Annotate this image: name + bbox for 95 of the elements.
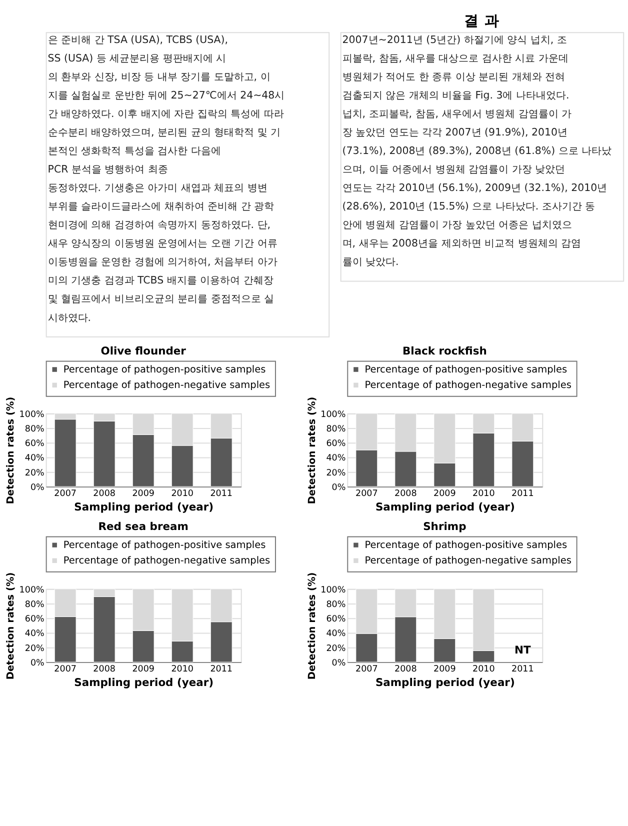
x-tick-label: 2011 (210, 488, 233, 499)
y-tick-label: 0% (30, 482, 44, 493)
y-tick-label: 80% (326, 424, 346, 434)
y-tick-label: 0% (332, 658, 346, 668)
y-tick-label: 60% (24, 439, 44, 450)
text: (28.6%), 2010년 (15.5%) 으로 나타났다. 조사기간 동 (342, 202, 596, 213)
text: 연도는 각각 2010년 (56.1%), 2009년 (32.1%), 2010년 (342, 183, 608, 194)
x-tick-label: 2009 (132, 488, 155, 499)
x-tick-label: 2007 (356, 664, 378, 674)
text: 2007년~2011년 (5년간) 하절기에 양식 넙치, 조 (342, 34, 567, 46)
y-axis-title: Detection rates (%) (5, 396, 16, 504)
x-tick-label: 2008 (93, 488, 116, 499)
y-tick-label: 40% (24, 629, 44, 640)
y-tick-label: 0% (332, 482, 346, 493)
text: (73.1%), 2008년 (89.3%), 2008년 (61.8%) 으로 나타났 (342, 146, 612, 158)
x-axis-title: Sampling period (year) (74, 500, 214, 514)
text: 미의 기생충 검경과 TCBS 배지를 이용하여 간췌장 (48, 276, 274, 287)
text: 본적인 생화학적 특성을 검사한 다음에 (48, 146, 221, 158)
x-axis-title: Sampling period (year) (375, 676, 515, 689)
y-tick-label: 40% (24, 454, 44, 464)
legend-label: Percentage of pathogen-positive samples (63, 540, 266, 551)
y-tick-label: 100% (320, 410, 346, 420)
x-tick-label: 2011 (512, 488, 534, 499)
text: 안에 병원체 감염률이 가장 높았던 어종은 넙치였으 (342, 220, 572, 232)
y-tick-label: 80% (24, 600, 44, 610)
x-tick-label: 2007 (54, 488, 76, 499)
legend-label: Percentage of pathogen-negative samples (63, 380, 270, 392)
text: SS (USA) 등 세균분리용 평판배지에 시 (48, 53, 226, 64)
text: 으며, 이들 어종에서 병원체 감염률이 가장 낮았던 (342, 164, 566, 176)
text: 피볼락, 참돔, 새우를 대상으로 검사한 시료 가운데 (342, 53, 568, 64)
x-tick-label: 2008 (394, 664, 417, 674)
y-tick-label: 60% (24, 614, 44, 625)
text: 넙치, 조피볼락, 참돔, 새우에서 병원체 감염률이 가 (342, 108, 572, 120)
chart-title: Olive flounder (100, 344, 187, 358)
x-tick-label: 2010 (171, 664, 194, 674)
x-tick-label: 2011 (512, 664, 534, 674)
y-tick-label: 60% (326, 614, 346, 625)
text: 간 배양하였다. 이후 배지에 자란 집락의 특성에 따라 (48, 108, 284, 120)
y-axis-title: Detection rates (%) (306, 396, 318, 504)
text: 검출되지 않은 개체의 비율을 Fig. 3에 나타내었다. (342, 90, 570, 102)
y-tick-label: 40% (326, 454, 346, 464)
text: 새우 양식장의 이동병원 운영에서는 오랜 기간 어류 (48, 238, 278, 250)
y-tick-label: 100% (19, 585, 44, 596)
y-tick-label: 80% (24, 424, 44, 434)
text: 의 환부와 신장, 비장 등 내부 장기를 도말하고, 이 (48, 72, 270, 83)
legend-label: Percentage of pathogen-positive samples (63, 364, 266, 376)
y-axis-title: Detection rates (%) (5, 572, 16, 680)
x-tick-label: 2009 (132, 664, 155, 674)
text: 병원체가 적어도 한 종류 이상 분리된 개체와 전혀 (342, 72, 566, 83)
text: PCR 분석을 병행하여 최종 (48, 164, 168, 176)
y-tick-label: 20% (326, 468, 346, 478)
annotation: NT (514, 643, 532, 656)
x-tick-label: 2008 (394, 488, 417, 499)
y-tick-label: 20% (24, 468, 44, 478)
y-tick-label: 40% (326, 629, 346, 640)
x-tick-label: 2010 (472, 488, 495, 499)
legend-label: Percentage of pathogen-positive samples (364, 364, 568, 376)
legend-label: Percentage of pathogen-negative samples (364, 556, 572, 567)
y-tick-label: 100% (19, 410, 44, 420)
x-tick-label: 2007 (356, 488, 378, 499)
y-tick-label: 20% (326, 644, 346, 654)
legend-label: Percentage of pathogen-positive samples (364, 540, 568, 551)
y-tick-label: 100% (320, 585, 346, 596)
text: 부위를 슬라이드글라스에 채취하여 준비해 간 광학 (48, 202, 274, 213)
text: 며, 새우는 2008년을 제외하면 비교적 병원체의 감염 (342, 238, 582, 250)
x-tick-label: 2008 (93, 664, 116, 674)
legend-label: Percentage of pathogen-negative samples (63, 556, 270, 567)
x-tick-label: 2009 (434, 488, 456, 499)
text: 결 과 (464, 12, 500, 30)
x-tick-label: 2007 (54, 664, 76, 674)
x-tick-label: 2010 (171, 488, 194, 499)
chart-title: Shrimp (423, 520, 467, 533)
legend-label: Percentage of pathogen-negative samples (364, 380, 572, 392)
text: 시하였다. (48, 312, 92, 324)
y-tick-label: 20% (24, 644, 44, 654)
x-tick-label: 2011 (210, 664, 233, 674)
chart-title: Black rockfish (402, 344, 487, 358)
text: 순수분리 배양하였으며, 분리된 균의 형태학적 및 기 (48, 127, 281, 138)
text: 현미경에 의해 검경하여 속명까지 동정하였다. 단, (48, 220, 271, 232)
x-axis-title: Sampling period (year) (375, 500, 515, 514)
text: 은 준비해 간 TSA (USA), TCBS (USA), (48, 34, 228, 46)
x-axis-title: Sampling period (year) (74, 676, 214, 689)
text: 지를 실험실로 운반한 뒤에 25~27℃에서 24~48시 (48, 90, 285, 102)
text: 이동병원을 운영한 경험에 의거하여, 처음부터 아가 (48, 257, 278, 268)
text: 장 높았던 연도는 각각 2007년 (91.9%), 2010년 (342, 127, 568, 138)
text: 률이 낮았다. (342, 257, 399, 268)
text: 및 혈림프에서 비브리오균의 분리를 중점적으로 실 (48, 294, 274, 306)
y-tick-label: 60% (326, 439, 346, 450)
x-tick-label: 2009 (434, 664, 456, 674)
y-tick-label: 0% (30, 658, 44, 668)
y-tick-label: 80% (326, 600, 346, 610)
x-tick-label: 2010 (472, 664, 495, 674)
text: 동정하였다. 기생충은 아가미 새엽과 체표의 병변 (48, 183, 268, 194)
y-axis-title: Detection rates (%) (306, 572, 318, 680)
chart-title: Red sea bream (98, 520, 188, 533)
